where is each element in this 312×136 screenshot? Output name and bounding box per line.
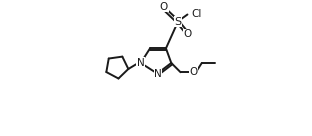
Text: O: O	[190, 67, 198, 77]
Text: N: N	[137, 58, 144, 68]
Text: O: O	[160, 1, 168, 12]
Text: N: N	[154, 69, 162, 79]
Text: O: O	[184, 29, 192, 39]
Text: S: S	[174, 17, 182, 27]
Text: Cl: Cl	[191, 9, 202, 19]
